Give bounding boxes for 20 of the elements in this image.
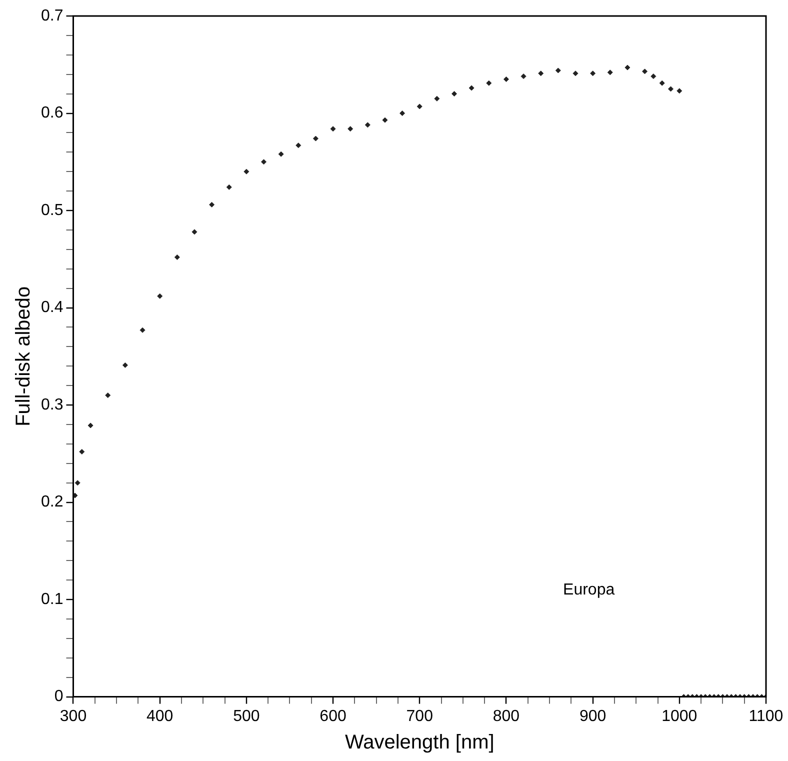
y-tick-label: 0.3 [40,396,64,414]
annotation: Europa [563,581,615,598]
y-tick-label: 0.4 [40,299,64,316]
x-tick-label: 300 [60,708,87,725]
x-tick-label: 1000 [662,708,698,725]
y-tick-label: 0.7 [40,7,64,24]
x-tick-label: 700 [406,708,434,725]
x-tick-label: 600 [320,708,346,725]
x-tick-label: 900 [579,708,606,725]
x-tick-label: 800 [492,708,520,725]
y-tick-label: 0.1 [40,590,64,608]
y-tick-label: 0 [54,688,64,706]
x-axis-title: Wavelength [nm] [344,732,494,754]
y-axis-title: Full-disk albedo [12,286,35,426]
y-tick-label: 0.2 [40,494,64,511]
x-tick-label: 400 [146,708,174,725]
x-tick-label: 1100 [748,708,784,725]
y-tick-label: 0.5 [40,202,64,219]
x-tick-label: 500 [233,708,260,725]
y-tick-label: 0.6 [40,104,64,122]
